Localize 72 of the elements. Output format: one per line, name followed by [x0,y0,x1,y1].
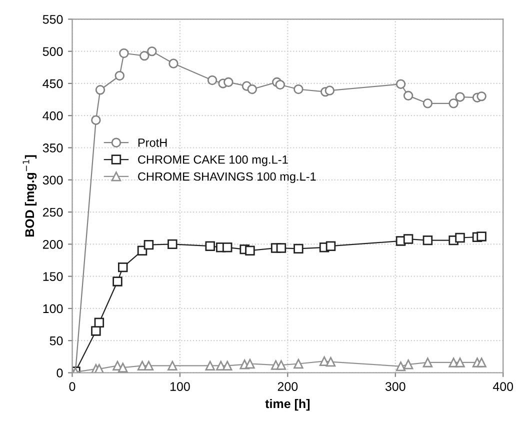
point [294,358,304,369]
x-tick-label: 100 [170,382,190,391]
y-tick-label: 100 [43,304,63,314]
point [118,262,128,272]
point [403,360,414,370]
point [476,232,486,242]
point [455,92,465,102]
point [422,235,433,246]
point [422,98,433,108]
y-tick-label: 350 [42,144,63,152]
point [140,50,150,61]
point [326,356,336,367]
point [168,58,178,68]
point [422,358,433,368]
point [114,70,124,81]
y-tick-label: 150 [43,272,63,281]
y-tick-label: 300 [42,176,63,185]
point [112,276,122,286]
point [205,360,215,371]
point [247,84,257,94]
x-tick-label: 0 [69,382,76,391]
y-tick-label: 0 [56,368,63,378]
point [91,326,101,336]
y-tick-label: 250 [42,208,63,217]
point [207,75,218,86]
point [91,115,101,125]
y-tick-label: 200 [42,240,63,249]
point [275,80,285,90]
point [396,361,406,372]
point [119,48,129,58]
y-tick-label: 400 [42,111,63,120]
point [476,91,486,102]
point [403,234,414,244]
point [224,77,234,88]
x-tick-label: 200 [278,382,298,391]
point [294,244,304,254]
point [455,358,465,368]
point [118,362,128,372]
y-tick-label: 450 [42,79,63,88]
legend-label: CHROME SHAVINGS 100 mg.L-1 [138,172,316,184]
point [222,242,232,252]
y-tick-label: 550 [42,14,63,24]
point [455,232,465,243]
legend-label: CHROME CAKE 100 mg.L-1 [138,155,288,166]
point [276,360,286,370]
point [476,358,486,368]
x-tick-label: 300 [385,382,406,391]
point [168,360,178,371]
legend-label: ProtH [138,138,167,147]
point [294,84,304,94]
point [144,240,154,250]
x-tick-label: 400 [492,382,514,391]
point [95,85,106,95]
point [326,241,336,251]
point [324,86,335,96]
point [396,79,406,89]
point [448,98,458,108]
point [147,46,157,56]
point [144,360,154,371]
point [319,356,330,366]
point [276,243,286,253]
point [403,90,414,101]
y-tick-label: 500 [42,47,63,56]
point [205,241,215,251]
y-tick-label: 50 [50,336,63,346]
point [222,360,232,371]
point [245,246,255,256]
y-axis-title: BOD [mg.g$^{−1}$] [22,155,37,237]
point [245,358,255,369]
point [168,239,178,250]
x-axis-title: time [h] [265,398,310,411]
point [94,318,104,328]
